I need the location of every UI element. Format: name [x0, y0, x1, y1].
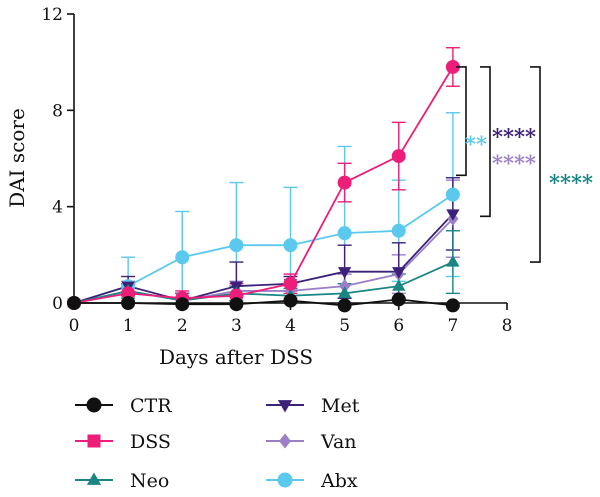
data-point	[67, 296, 81, 310]
legend-item-met: Met	[266, 395, 360, 417]
series-line-met	[73, 213, 454, 304]
legend-label: CTR	[130, 395, 172, 417]
y-tick-label: 0	[52, 294, 63, 314]
legend-label: Van	[320, 431, 357, 453]
data-point	[446, 209, 460, 221]
y-tick-label: 12	[41, 5, 63, 25]
bracket-dss-neo	[530, 66, 541, 263]
series-line-ctr	[74, 298, 453, 307]
y-tick-label: 8	[52, 101, 63, 121]
y-axis-title: DAI score	[5, 108, 29, 208]
legend-label: Met	[321, 395, 360, 417]
data-point	[121, 296, 136, 310]
x-tick-label: 5	[339, 316, 350, 336]
data-point	[283, 238, 298, 253]
legend-label: Abx	[320, 470, 358, 492]
bracket-dss-abx	[456, 66, 467, 177]
data-point	[283, 276, 298, 291]
data-point	[277, 472, 293, 488]
data-point	[86, 472, 102, 485]
data-point	[279, 433, 291, 449]
legend-item-ctr: CTR	[75, 395, 172, 417]
legend-item-dss: DSS	[75, 431, 171, 453]
x-tick-label: 6	[393, 316, 404, 336]
data-point	[229, 238, 244, 253]
significance-stars: ****	[549, 170, 593, 195]
x-tick-label: 7	[447, 316, 458, 336]
data-point	[337, 226, 352, 241]
data-point	[446, 255, 460, 267]
data-point	[337, 175, 352, 190]
series-line-dss	[73, 66, 454, 304]
data-point	[175, 297, 190, 312]
data-point	[277, 400, 293, 413]
data-point	[445, 59, 460, 74]
x-tick-label: 4	[285, 316, 296, 336]
significance-stars: ****	[492, 124, 536, 149]
legend-label: DSS	[130, 431, 171, 453]
data-point	[87, 434, 101, 448]
x-tick-label: 2	[177, 316, 188, 336]
bracket-dss-met-van	[480, 66, 491, 218]
data-point	[337, 298, 352, 313]
legend-label: Neo	[130, 470, 169, 492]
data-point	[391, 149, 406, 164]
x-tick-label: 0	[69, 316, 80, 336]
x-tick-label: 8	[502, 316, 513, 336]
legend-item-abx: Abx	[266, 470, 358, 492]
series-lines	[73, 66, 454, 307]
data-point	[337, 267, 352, 279]
data-point	[392, 279, 406, 291]
data-point	[392, 267, 406, 279]
significance-brackets: ** ************	[456, 66, 593, 263]
significance-stars: **	[465, 131, 487, 156]
y-tick-label: 4	[52, 198, 63, 218]
data-point	[337, 286, 352, 298]
series-markers	[67, 59, 460, 313]
data-point	[391, 223, 406, 238]
data-point	[391, 292, 406, 307]
legend: CTR DSS Neo Met Van Abx	[75, 395, 360, 492]
data-point	[445, 187, 460, 202]
x-tick-label: 1	[123, 316, 134, 336]
significance-stars: ****	[492, 151, 536, 176]
data-point	[175, 250, 190, 265]
data-point	[121, 286, 136, 301]
legend-item-van: Van	[266, 431, 357, 453]
data-point	[339, 279, 351, 294]
data-point	[445, 298, 460, 313]
legend-item-neo: Neo	[75, 470, 169, 492]
series-line-abx	[73, 193, 454, 304]
x-tick-label: 3	[231, 316, 242, 336]
data-point	[283, 293, 298, 308]
data-point	[86, 397, 102, 413]
data-point	[229, 297, 244, 312]
series-line-neo	[73, 261, 454, 304]
x-axis-title: Days after DSS	[159, 345, 313, 369]
